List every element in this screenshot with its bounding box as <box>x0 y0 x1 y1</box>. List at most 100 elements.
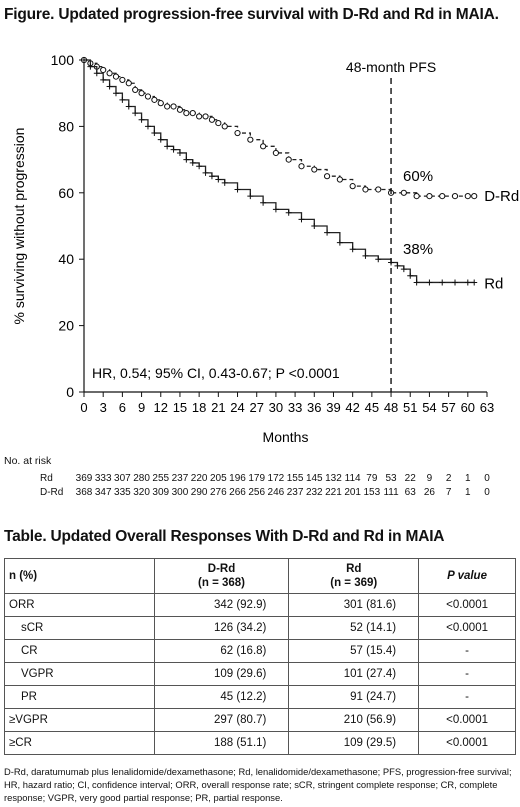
series-point-rd <box>157 136 164 143</box>
series-point-d-rd <box>323 173 331 180</box>
series-point-d-rd <box>451 193 459 200</box>
cell-rd: 101 (27.4) <box>288 662 420 686</box>
y-axis-label: % surviving without progression <box>11 128 27 325</box>
row-label: sCR <box>4 616 155 640</box>
footnote: D-Rd, daratumumab plus lenalidomide/dexa… <box>4 766 512 803</box>
series-point-d-rd <box>100 66 107 74</box>
cell-drd: 62 (16.8) <box>153 639 290 663</box>
at-risk-value: 53 <box>385 473 397 484</box>
series-point-rd <box>202 169 209 176</box>
at-risk-value: 7 <box>445 487 452 498</box>
series-point-rd <box>170 146 177 153</box>
series-point-rd <box>189 159 196 166</box>
series-point-d-rd <box>413 193 420 200</box>
table-row: PR 45 (12.2) 91 (24.7) - <box>4 685 516 709</box>
series-point-d-rd <box>272 149 280 157</box>
at-risk-value: 114 <box>344 473 361 484</box>
at-risk-value: 309 <box>152 487 170 498</box>
at-risk-value: 290 <box>190 487 208 498</box>
cell-p-value: <0.0001 <box>418 731 516 755</box>
cell-p-value: <0.0001 <box>418 593 516 617</box>
at-risk-value: 246 <box>267 487 285 498</box>
series-point-rd <box>298 216 305 223</box>
header-p-value: P value <box>418 558 516 594</box>
hr-text: HR, 0.54; 95% CI, 0.43-0.67; P <0.0001 <box>92 365 340 381</box>
table-row: ORR 342 (92.9) 301 (81.6) <0.0001 <box>4 593 516 617</box>
row-label: ≥VGPR <box>4 708 155 732</box>
at-risk-value: 368 <box>75 487 93 498</box>
series-point-rd <box>234 186 241 193</box>
cell-p-value: - <box>418 662 516 686</box>
series-point-d-rd <box>349 183 356 190</box>
series-point-d-rd <box>144 93 152 100</box>
series-point-rd <box>349 246 356 253</box>
figure-title: Figure. Updated progression-free surviva… <box>4 6 499 23</box>
row-label: CR <box>4 639 155 663</box>
header-rd-n: (n = 369) <box>330 577 378 589</box>
series-point-rd <box>125 103 132 110</box>
at-risk-value: 307 <box>114 473 131 484</box>
response-table: n (%) D-Rd (n = 368) Rd (n = 369) P valu… <box>4 558 516 755</box>
x-tick-label: 27 <box>249 400 263 415</box>
series-point-d-rd <box>471 193 478 200</box>
drd-curve-label: D-Rd <box>484 188 519 205</box>
x-tick-label: 3 <box>100 400 107 415</box>
series-point-d-rd <box>221 123 228 130</box>
table-body: ORR 342 (92.9) 301 (81.6) <0.0001 sCR 126 (34… <box>4 593 516 755</box>
series-point-d-rd <box>234 129 241 137</box>
at-risk-value: 369 <box>75 473 93 484</box>
cell-p-value: <0.0001 <box>418 708 516 732</box>
cell-rd: 210 (56.9) <box>288 708 420 732</box>
series-point-rd <box>183 156 190 163</box>
x-tick-label: 12 <box>154 400 168 415</box>
series-point-rd <box>81 57 87 63</box>
series-point-d-rd <box>375 186 382 193</box>
chart-annotations: 48-month PFS 60% 38% D-Rd Rd HR, 0.54; 95% CI… <box>92 59 519 392</box>
at-risk-value: 196 <box>229 473 246 484</box>
at-risk-value: 300 <box>171 487 189 498</box>
at-risk-table: No. at risk Rd 369 333 307 280 255 237 220 205 19… <box>0 455 520 505</box>
series-point-rd <box>215 176 222 183</box>
series-point-rd <box>260 199 267 206</box>
x-tick-label: 24 <box>230 400 244 415</box>
x-tick-label: 9 <box>138 400 145 415</box>
series-point-rd <box>247 193 254 200</box>
y-tick-label: 60 <box>58 185 74 201</box>
series-point-rd <box>164 143 171 150</box>
series-point-rd <box>362 252 369 259</box>
series-point-rd <box>132 110 139 117</box>
row-label: VGPR <box>4 662 155 686</box>
series-point-d-rd <box>106 70 113 77</box>
series-point-rd <box>324 229 331 236</box>
at-risk-value: 0 <box>484 473 490 484</box>
at-risk-value: 347 <box>94 487 112 498</box>
series-point-d-rd <box>157 100 164 107</box>
x-tick-label: 54 <box>422 400 436 415</box>
at-risk-value: 179 <box>248 473 266 484</box>
series-point-d-rd <box>336 176 343 183</box>
at-risk-value: 237 <box>171 473 189 484</box>
series-point-rd <box>272 206 279 213</box>
at-risk-value: 320 <box>133 487 150 498</box>
table-row: sCR 126 (34.2) 52 (14.1) <0.0001 <box>4 616 516 640</box>
header-drd: D-Rd (n = 368) <box>153 558 290 594</box>
at-risk-value: 220 <box>190 473 208 484</box>
at-risk-value: 221 <box>325 487 342 498</box>
at-risk-value: 145 <box>305 473 323 484</box>
cell-p-value: - <box>418 639 516 663</box>
drd-value-label: 60% <box>403 168 433 185</box>
at-risk-value: 255 <box>152 473 170 484</box>
at-risk-value: 280 <box>133 473 150 484</box>
at-risk-label: Rd <box>40 473 53 484</box>
y-tick-label: 100 <box>51 52 75 68</box>
x-tick-label: 51 <box>403 400 417 415</box>
at-risk-value: 256 <box>248 487 266 498</box>
at-risk-value: 276 <box>209 487 227 498</box>
table-header-row: n (%) D-Rd (n = 368) Rd (n = 369) P valu… <box>4 558 516 594</box>
at-risk-value: 26 <box>423 487 435 498</box>
series-point-rd <box>413 279 420 286</box>
series-point-rd <box>471 279 478 286</box>
at-risk-value: 153 <box>363 487 381 498</box>
